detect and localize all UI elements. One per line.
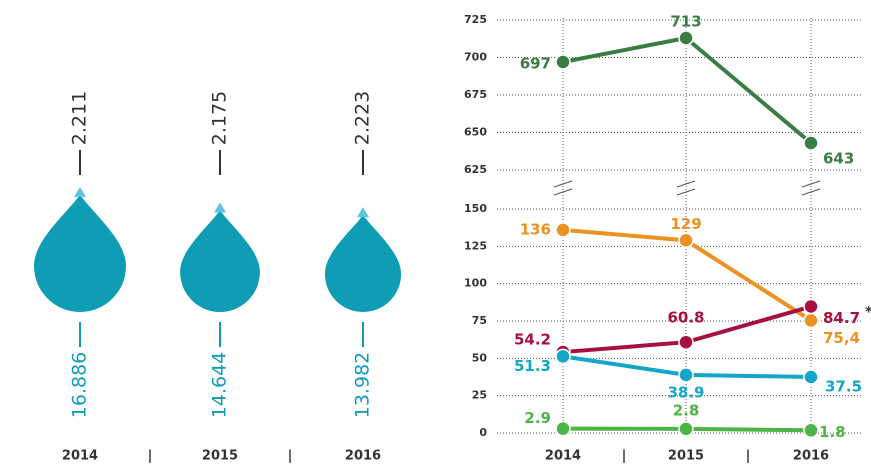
line bbox=[562, 35, 813, 145]
x-tick-label: 2014 bbox=[62, 449, 98, 464]
point bbox=[803, 422, 819, 439]
x-tick-label: 2016 bbox=[793, 449, 829, 464]
drop bbox=[180, 210, 260, 312]
point bbox=[803, 312, 819, 329]
y-tick-label: 700 bbox=[464, 51, 487, 64]
data-label: 1.8 bbox=[819, 423, 846, 441]
data-label: 54.2 bbox=[514, 331, 551, 349]
y-tick-label: 0 bbox=[479, 426, 487, 439]
top-label: 2.211 bbox=[69, 91, 91, 145]
point bbox=[678, 421, 694, 437]
data-label: 2.8 bbox=[673, 401, 700, 419]
data-label: 60.8 bbox=[667, 309, 704, 327]
separator: | bbox=[622, 449, 627, 464]
bottom-label: 14.644 bbox=[209, 352, 231, 418]
data-label: 75,4 bbox=[823, 329, 860, 347]
data-label: 51.3 bbox=[514, 357, 551, 375]
data-label: 136 bbox=[520, 220, 551, 238]
drop bbox=[34, 195, 126, 312]
y-tick-label: 50 bbox=[472, 351, 488, 364]
top-label: 2.175 bbox=[209, 91, 231, 145]
bottom-label: 13.982 bbox=[352, 352, 374, 418]
y-tick-label: 25 bbox=[472, 389, 487, 402]
y-tick-label: 75 bbox=[472, 314, 487, 327]
x-tick-label: 2014 bbox=[545, 449, 581, 464]
break bbox=[553, 188, 573, 196]
data-label: 37.5 bbox=[825, 378, 862, 396]
point bbox=[678, 334, 694, 350]
break bbox=[553, 180, 573, 188]
data-label: 713 bbox=[670, 13, 701, 31]
y-tick-label: 100 bbox=[464, 277, 487, 290]
drop-tip bbox=[214, 202, 226, 213]
x-tick-label: 2016 bbox=[345, 449, 381, 464]
point bbox=[803, 369, 819, 385]
bottom-label: 16.886 bbox=[69, 352, 91, 418]
data-label: 38.9 bbox=[667, 383, 704, 401]
y-tick-label: 150 bbox=[464, 202, 487, 215]
separator: | bbox=[288, 449, 293, 464]
x-tick-label: 2015 bbox=[202, 449, 238, 464]
annotation: * bbox=[865, 305, 871, 321]
x-tick-label: 2015 bbox=[668, 449, 704, 464]
point bbox=[678, 367, 694, 383]
point bbox=[555, 420, 571, 437]
break bbox=[801, 180, 821, 188]
y-tick-label: 650 bbox=[464, 126, 487, 139]
break bbox=[676, 180, 696, 188]
point bbox=[678, 30, 694, 46]
data-label: 697 bbox=[520, 55, 551, 73]
drop-tip bbox=[357, 207, 369, 218]
point bbox=[803, 135, 819, 151]
drop-tip bbox=[74, 187, 86, 197]
y-tick-label: 125 bbox=[464, 239, 487, 252]
top-label: 2.223 bbox=[352, 91, 374, 145]
point bbox=[555, 348, 571, 365]
y-tick-label: 625 bbox=[464, 163, 487, 176]
separator: | bbox=[746, 449, 751, 464]
y-tick-label: 675 bbox=[464, 88, 487, 101]
separator: | bbox=[148, 449, 153, 464]
data-label: 643 bbox=[823, 150, 854, 168]
y-tick-label: 725 bbox=[464, 13, 487, 26]
point bbox=[555, 222, 571, 238]
point bbox=[555, 54, 571, 70]
point bbox=[678, 232, 694, 249]
data-label: 129 bbox=[670, 215, 701, 233]
data-label: 84.7 bbox=[823, 309, 860, 327]
drop bbox=[324, 215, 402, 312]
break bbox=[676, 188, 696, 196]
data-label: 2.9 bbox=[524, 409, 551, 427]
point bbox=[803, 298, 819, 315]
break bbox=[801, 188, 821, 196]
